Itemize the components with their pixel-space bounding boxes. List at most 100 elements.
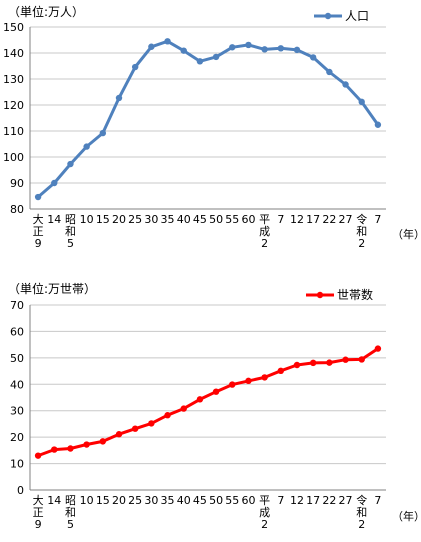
chart1-data-point — [374, 121, 382, 128]
chart2-x-tick-line: 14 — [47, 494, 61, 507]
chart2-x-tick-line: 令 — [356, 493, 367, 507]
chart2-data-point — [131, 425, 139, 432]
chart1-x-tick-line: 9 — [35, 237, 42, 250]
chart1-data-point — [34, 193, 42, 201]
chart1-x-tick-line: 22 — [322, 213, 336, 226]
chart1-x-tick-label: 14 — [47, 213, 61, 226]
chart2-x-tick-line: 55 — [225, 494, 239, 507]
chart1-x-tick-line: 成 — [259, 225, 270, 238]
chart1-x-tick-label: 55 — [225, 213, 239, 226]
chart2-year-unit: （年） — [392, 509, 421, 523]
chart2-x-tick-line: 和 — [65, 506, 76, 519]
chart1-x-tick-label: 25 — [128, 213, 142, 226]
chart2-x-tick-label: 15 — [96, 494, 110, 507]
chart2-x-tick-line: 10 — [80, 494, 94, 507]
chart2-x-tick-label: 17 — [306, 494, 320, 507]
chart2-x-tick-line: 2 — [261, 518, 268, 531]
chart2-data-point — [180, 405, 187, 412]
chart2-data-point — [212, 388, 220, 395]
chart1-x-tick-line: 45 — [193, 213, 207, 226]
chart2-x-tick-label: 令和 2 — [356, 493, 367, 531]
chart2-data-point — [293, 361, 301, 369]
chart1-x-tick-label: 40 — [177, 213, 191, 226]
chart1-data-point — [212, 53, 220, 61]
chart1-x-tick-label: 7 — [374, 213, 381, 226]
chart1-x-tick-label: 大正 9 — [33, 212, 44, 250]
chart1-x-tick-label: 15 — [96, 213, 110, 226]
chart2-data-point — [229, 381, 236, 388]
chart1-x-tick-line: 27 — [339, 213, 353, 226]
chart1-data-point — [131, 63, 139, 71]
chart1-x-tick-line: 7 — [277, 213, 284, 226]
chart2-data-point — [115, 431, 123, 438]
chart2-x-tick-label: 45 — [193, 494, 207, 507]
chart2-x-tick-label: 55 — [225, 494, 239, 507]
chart1-x-tick-line: 25 — [128, 213, 142, 226]
chart1-data-point — [180, 47, 187, 54]
chart2-x-tick-line: 和 — [356, 506, 367, 519]
chart1-x-tick-line: 60 — [241, 213, 255, 226]
chart2-data-point — [148, 420, 155, 427]
chart1-x-tick-line: 20 — [112, 213, 126, 226]
chart2-data-point — [309, 359, 317, 367]
chart1-x-tick-label: 令和 2 — [356, 212, 367, 250]
chart1-data-point — [51, 179, 58, 187]
chart2-x-tick-label: 平成 2 — [259, 494, 270, 531]
chart2-y-tick-label: 60 — [10, 325, 24, 338]
chart1-x-tick-label: 20 — [112, 213, 126, 226]
chart1-x-tick-label: 7 — [277, 213, 284, 226]
chart1-x-tick-line: 10 — [80, 213, 94, 226]
chart2-data-point — [326, 359, 333, 366]
chart1-data-point — [115, 94, 123, 102]
chart2-legend-marker — [316, 291, 324, 299]
chart1-x-tick-line: 和 — [356, 225, 367, 238]
chart1-x-tick-line: 2 — [358, 237, 365, 250]
chart1-x-tick-line: 7 — [374, 213, 381, 226]
chart1-data-point — [245, 41, 252, 49]
chart1-x-tick-label: 17 — [306, 213, 320, 226]
chart2-data-point — [196, 396, 204, 403]
chart2-x-tick-line: 20 — [112, 494, 126, 507]
chart1-data-point — [83, 143, 90, 150]
chart2-data-point — [358, 356, 365, 363]
chart1-x-tick-line: 40 — [177, 213, 191, 226]
chart1-x-tick-line: 5 — [67, 237, 74, 250]
chart2-x-tick-line: 45 — [193, 494, 207, 507]
chart2-x-tick-line: 22 — [322, 494, 336, 507]
chart1-y-tick-label: 130 — [3, 73, 24, 86]
chart1-legend-label: 人口 — [345, 9, 369, 23]
chart2-data-point — [261, 374, 268, 381]
chart1-x-tick-label: 35 — [161, 213, 175, 226]
chart1-unit-label: （単位:万人） — [8, 4, 84, 19]
chart2-data-point — [245, 377, 252, 385]
chart2-x-tick-label: 35 — [161, 494, 175, 507]
chart2-x-tick-line: 50 — [209, 494, 223, 507]
chart1-x-tick-label: 10 — [80, 213, 94, 226]
chart2-data-point — [67, 445, 74, 452]
chart1-x-tick-line: 55 — [225, 213, 239, 226]
chart1-x-tick-line: 令 — [356, 212, 367, 226]
chart1-x-tick-label: 昭和 5 — [65, 213, 76, 250]
chart2-data-point — [342, 356, 349, 363]
chart1-x-tick-line: 14 — [47, 213, 61, 226]
chart2-x-tick-label: 25 — [128, 494, 142, 507]
chart2-y-tick-label: 40 — [10, 378, 24, 391]
chart2-x-tick-line: 成 — [259, 506, 270, 519]
chart2-data-point — [374, 345, 382, 352]
chart2-x-tick-label: 20 — [112, 494, 126, 507]
chart2-x-tick-label: 14 — [47, 494, 61, 507]
chart2-x-tick-label: 30 — [144, 494, 158, 507]
chart1-x-tick-line: 平 — [259, 213, 270, 226]
chart1-data-point — [293, 46, 301, 54]
chart1-x-tick-line: 2 — [261, 237, 268, 250]
chart1-y-tick-label: 80 — [10, 203, 24, 216]
chart1-data-point — [342, 81, 349, 88]
chart2-y-tick-label: 70 — [10, 299, 24, 312]
chart1-data-point — [277, 45, 285, 52]
chart1-x-tick-label: 平成 2 — [259, 213, 270, 250]
chart1-y-tick-label: 150 — [3, 21, 24, 34]
chart2-x-tick-line: 15 — [96, 494, 110, 507]
chart2-x-tick-line: 60 — [241, 494, 255, 507]
